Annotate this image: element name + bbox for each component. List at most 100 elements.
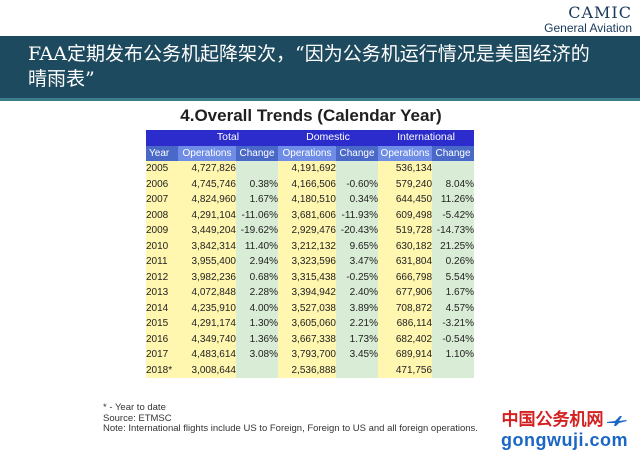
cell-domestic-change: 9.65%: [336, 238, 379, 254]
group-header-domestic: Domestic: [278, 130, 379, 146]
cell-total-change: 0.38%: [236, 176, 278, 192]
cell-international-operations: 579,240: [378, 176, 433, 192]
cell-year: 2009: [146, 223, 178, 239]
cell-total-operations: 3,842,314: [178, 238, 236, 254]
cell-domestic-change: 3.89%: [336, 300, 379, 316]
footnotes: * - Year to date Source: ETMSC Note: Int…: [103, 402, 478, 435]
cell-international-change: 1.67%: [432, 285, 475, 301]
table-title: 4.Overall Trends (Calendar Year): [180, 106, 442, 125]
brand-name: CAMIC: [568, 3, 632, 22]
cell-domestic-operations: 3,681,606: [278, 207, 336, 223]
subheader-year: Year: [146, 145, 178, 161]
cell-year: 2017: [146, 347, 178, 363]
cell-total-change: 1.67%: [236, 192, 278, 208]
cell-international-change: 11.26%: [432, 192, 475, 208]
subheader-total-change: Change: [236, 145, 278, 161]
cell-total-change: 1.36%: [236, 331, 278, 347]
cell-international-operations: 609,498: [378, 207, 433, 223]
cell-international-operations: 666,798: [378, 269, 433, 285]
cell-international-operations: 686,114: [378, 316, 433, 332]
table-row: 2010 3,842,314 11.40% 3,212,132 9.65% 630,182…: [146, 238, 475, 254]
slide-title: FAA定期发布公务机起降架次，“因为公务机运行情况是美国经济的晴雨表”: [28, 43, 590, 90]
cell-domestic-operations: 3,394,942: [278, 285, 336, 301]
table-row: 2013 4,072,848 2.28% 3,394,942 2.40% 677,906 1…: [146, 285, 475, 301]
plane-icon: [606, 415, 627, 426]
cell-total-operations: 4,072,848: [178, 285, 236, 301]
subheader-domestic-change: Change: [336, 145, 379, 161]
cell-year: 2008: [146, 207, 178, 223]
cell-domestic-operations: 4,191,692: [278, 161, 336, 177]
cell-international-operations: 682,402: [378, 331, 433, 347]
cell-international-change: [432, 362, 475, 378]
footnote-international: Note: International flights include US t…: [103, 423, 478, 434]
footnote-ytd: * - Year to date: [103, 402, 166, 413]
footnote-source: Source: ETMSC: [103, 412, 172, 424]
cell-domestic-operations: 3,315,438: [278, 269, 336, 285]
cell-international-change: 5.54%: [432, 269, 475, 285]
cell-total-operations: 4,745,746: [178, 176, 236, 192]
cell-domestic-operations: 4,166,506: [278, 176, 336, 192]
cell-year: 2014: [146, 300, 178, 316]
cell-domestic-operations: 2,536,888: [278, 362, 336, 378]
cell-domestic-operations: 3,212,132: [278, 238, 336, 254]
cell-international-operations: 689,914: [378, 347, 433, 363]
cell-international-operations: 644,450: [378, 192, 433, 208]
cell-domestic-change: [336, 161, 379, 177]
cell-international-operations: 536,134: [378, 161, 433, 177]
cell-domestic-change: [336, 362, 379, 378]
table-body: 2005 4,727,826 4,191,692 536,134 2006 4,745,7…: [146, 161, 475, 378]
cell-international-change: -5.42%: [432, 207, 475, 223]
trends-table: Total Domestic International Year Operat…: [146, 130, 475, 378]
cell-total-operations: 3,982,236: [178, 269, 236, 285]
cell-total-change: -11.06%: [236, 207, 278, 223]
group-header-international: International: [378, 130, 475, 146]
cell-international-change: 0.26%: [432, 254, 475, 270]
subheader-row: Year Operations Change Operations Change…: [146, 145, 475, 161]
table-row: 2007 4,824,960 1.67% 4,180,510 0.34% 644,450 1…: [146, 192, 475, 208]
table-row: 2014 4,235,910 4.00% 3,527,038 3.89% 708,872 4…: [146, 300, 475, 316]
cell-year: 2005: [146, 161, 178, 177]
watermark-cn: 中国公务机网: [501, 410, 604, 429]
cell-total-change: 3.08%: [236, 347, 278, 363]
cell-total-operations: 3,449,204: [178, 223, 236, 239]
group-header-row: Total Domestic International: [146, 130, 475, 146]
cell-year: 2016: [146, 331, 178, 347]
cell-domestic-operations: 3,793,700: [278, 347, 336, 363]
cell-total-operations: 4,349,740: [178, 331, 236, 347]
cell-international-operations: 677,906: [378, 285, 433, 301]
table-row: 2012 3,982,236 0.68% 3,315,438 -0.25% 666,798…: [146, 269, 475, 285]
cell-total-change: 4.00%: [236, 300, 278, 316]
cell-total-change: 1.30%: [236, 316, 278, 332]
cell-domestic-change: -11.93%: [336, 207, 379, 223]
cell-year: 2018*: [146, 362, 178, 378]
table-row: 2015 4,291,174 1.30% 3,605,060 2.21% 686,114-…: [146, 316, 475, 332]
cell-total-change: [236, 362, 278, 378]
cell-year: 2011: [146, 254, 178, 270]
subheader-total-operations: Operations: [178, 145, 236, 161]
table-row: 2016 4,349,740 1.36% 3,667,338 1.73% 682,402-…: [146, 331, 475, 347]
brand-logo: CAMIC General Aviation: [544, 4, 632, 35]
table-row: 2009 3,449,204 -19.62% 2,929,476 -20.43% 519,…: [146, 223, 475, 239]
cell-total-operations: 3,008,644: [178, 362, 236, 378]
group-header-blank: [146, 130, 178, 146]
cell-domestic-change: 3.45%: [336, 347, 379, 363]
cell-domestic-change: 2.40%: [336, 285, 379, 301]
subheader-domestic-operations: Operations: [278, 145, 336, 161]
cell-total-operations: 4,235,910: [178, 300, 236, 316]
cell-domestic-operations: 3,323,596: [278, 254, 336, 270]
cell-international-operations: 630,182: [378, 238, 433, 254]
cell-international-change: 1.10%: [432, 347, 475, 363]
cell-international-change: -0.54%: [432, 331, 475, 347]
cell-international-change: [432, 161, 475, 177]
cell-international-operations: 708,872: [378, 300, 433, 316]
cell-international-operations: 631,804: [378, 254, 433, 270]
cell-total-operations: 4,291,104: [178, 207, 236, 223]
cell-domestic-change: -20.43%: [336, 223, 379, 239]
table-row: 2005 4,727,826 4,191,692 536,134: [146, 161, 475, 177]
table-row: 2006 4,745,746 0.38% 4,166,506 -0.60% 579,240…: [146, 176, 475, 192]
cell-domestic-change: 2.21%: [336, 316, 379, 332]
cell-domestic-operations: 4,180,510: [278, 192, 336, 208]
subheader-international-operations: Operations: [378, 145, 433, 161]
cell-domestic-change: 1.73%: [336, 331, 379, 347]
cell-domestic-change: 0.34%: [336, 192, 379, 208]
